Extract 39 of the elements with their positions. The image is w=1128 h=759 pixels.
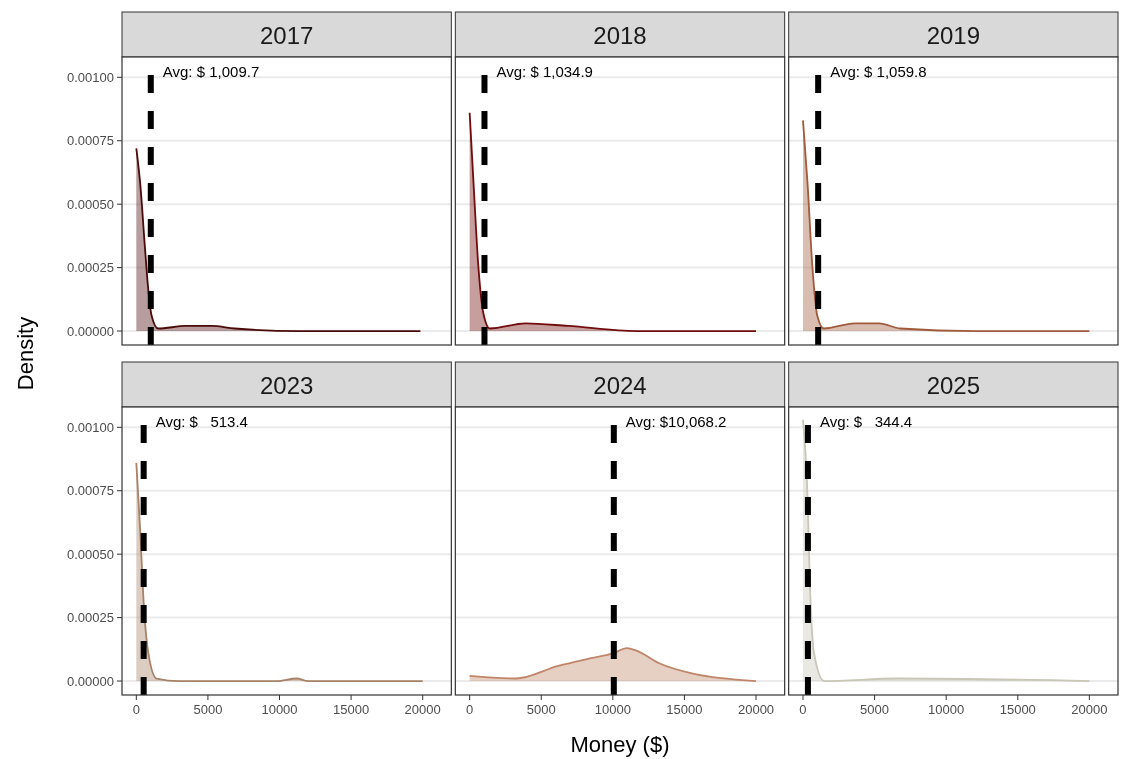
- x-tick-label: 5000: [526, 702, 556, 717]
- ref-line-label: Avg: $ 513.4: [155, 413, 248, 430]
- x-tick-label: 20000: [737, 702, 775, 717]
- ref-line-label: Avg: $10,068.2: [625, 413, 727, 430]
- y-tick-label: 0.00100: [67, 69, 114, 85]
- y-tick-label: 0.00075: [67, 133, 114, 149]
- x-axis-title: Money ($): [570, 732, 670, 757]
- ref-line-label: Avg: $ 1,059.8: [830, 63, 927, 80]
- x-tick-label: 20000: [1071, 702, 1108, 717]
- y-tick-label: 0.00050: [67, 546, 114, 562]
- ref-line-label: Avg: $ 1,009.7: [162, 63, 260, 80]
- chart-title: 2024: [593, 371, 647, 399]
- chart-title: 2017: [259, 21, 314, 49]
- x-tick-label: 20000: [404, 702, 441, 717]
- chart-title: 2023: [259, 371, 314, 399]
- x-tick-label: 15000: [666, 702, 703, 717]
- y-tick-label: 0.00100: [67, 419, 114, 435]
- chart-title: 2019: [926, 21, 981, 49]
- ref-line-label: Avg: $ 344.4: [819, 413, 913, 430]
- x-tick-label: 0: [466, 702, 474, 717]
- x-tick-label: 10000: [594, 702, 631, 717]
- ref-line-label: Avg: $ 1,034.9: [496, 63, 593, 80]
- y-tick-label: 0.00075: [67, 483, 114, 499]
- x-tick-label: 5000: [193, 702, 223, 717]
- x-tick-label: 15000: [333, 702, 370, 717]
- x-tick-label: 0: [132, 702, 140, 717]
- x-tick-label: 15000: [999, 702, 1036, 717]
- chart-title: 2018: [593, 21, 647, 49]
- chart-title: 2025: [926, 371, 981, 399]
- x-tick-label: 5000: [860, 702, 890, 717]
- y-tick-label: 0.00050: [67, 196, 114, 212]
- y-axis-title: Density: [13, 316, 38, 391]
- y-tick-label: 0.00000: [67, 323, 114, 339]
- y-tick-label: 0.00000: [67, 673, 114, 689]
- y-tick-label: 0.00025: [67, 260, 114, 276]
- x-tick-label: 10000: [928, 702, 965, 717]
- x-tick-label: 10000: [261, 702, 298, 717]
- y-tick-label: 0.00025: [67, 610, 114, 626]
- x-tick-label: 0: [799, 702, 807, 717]
